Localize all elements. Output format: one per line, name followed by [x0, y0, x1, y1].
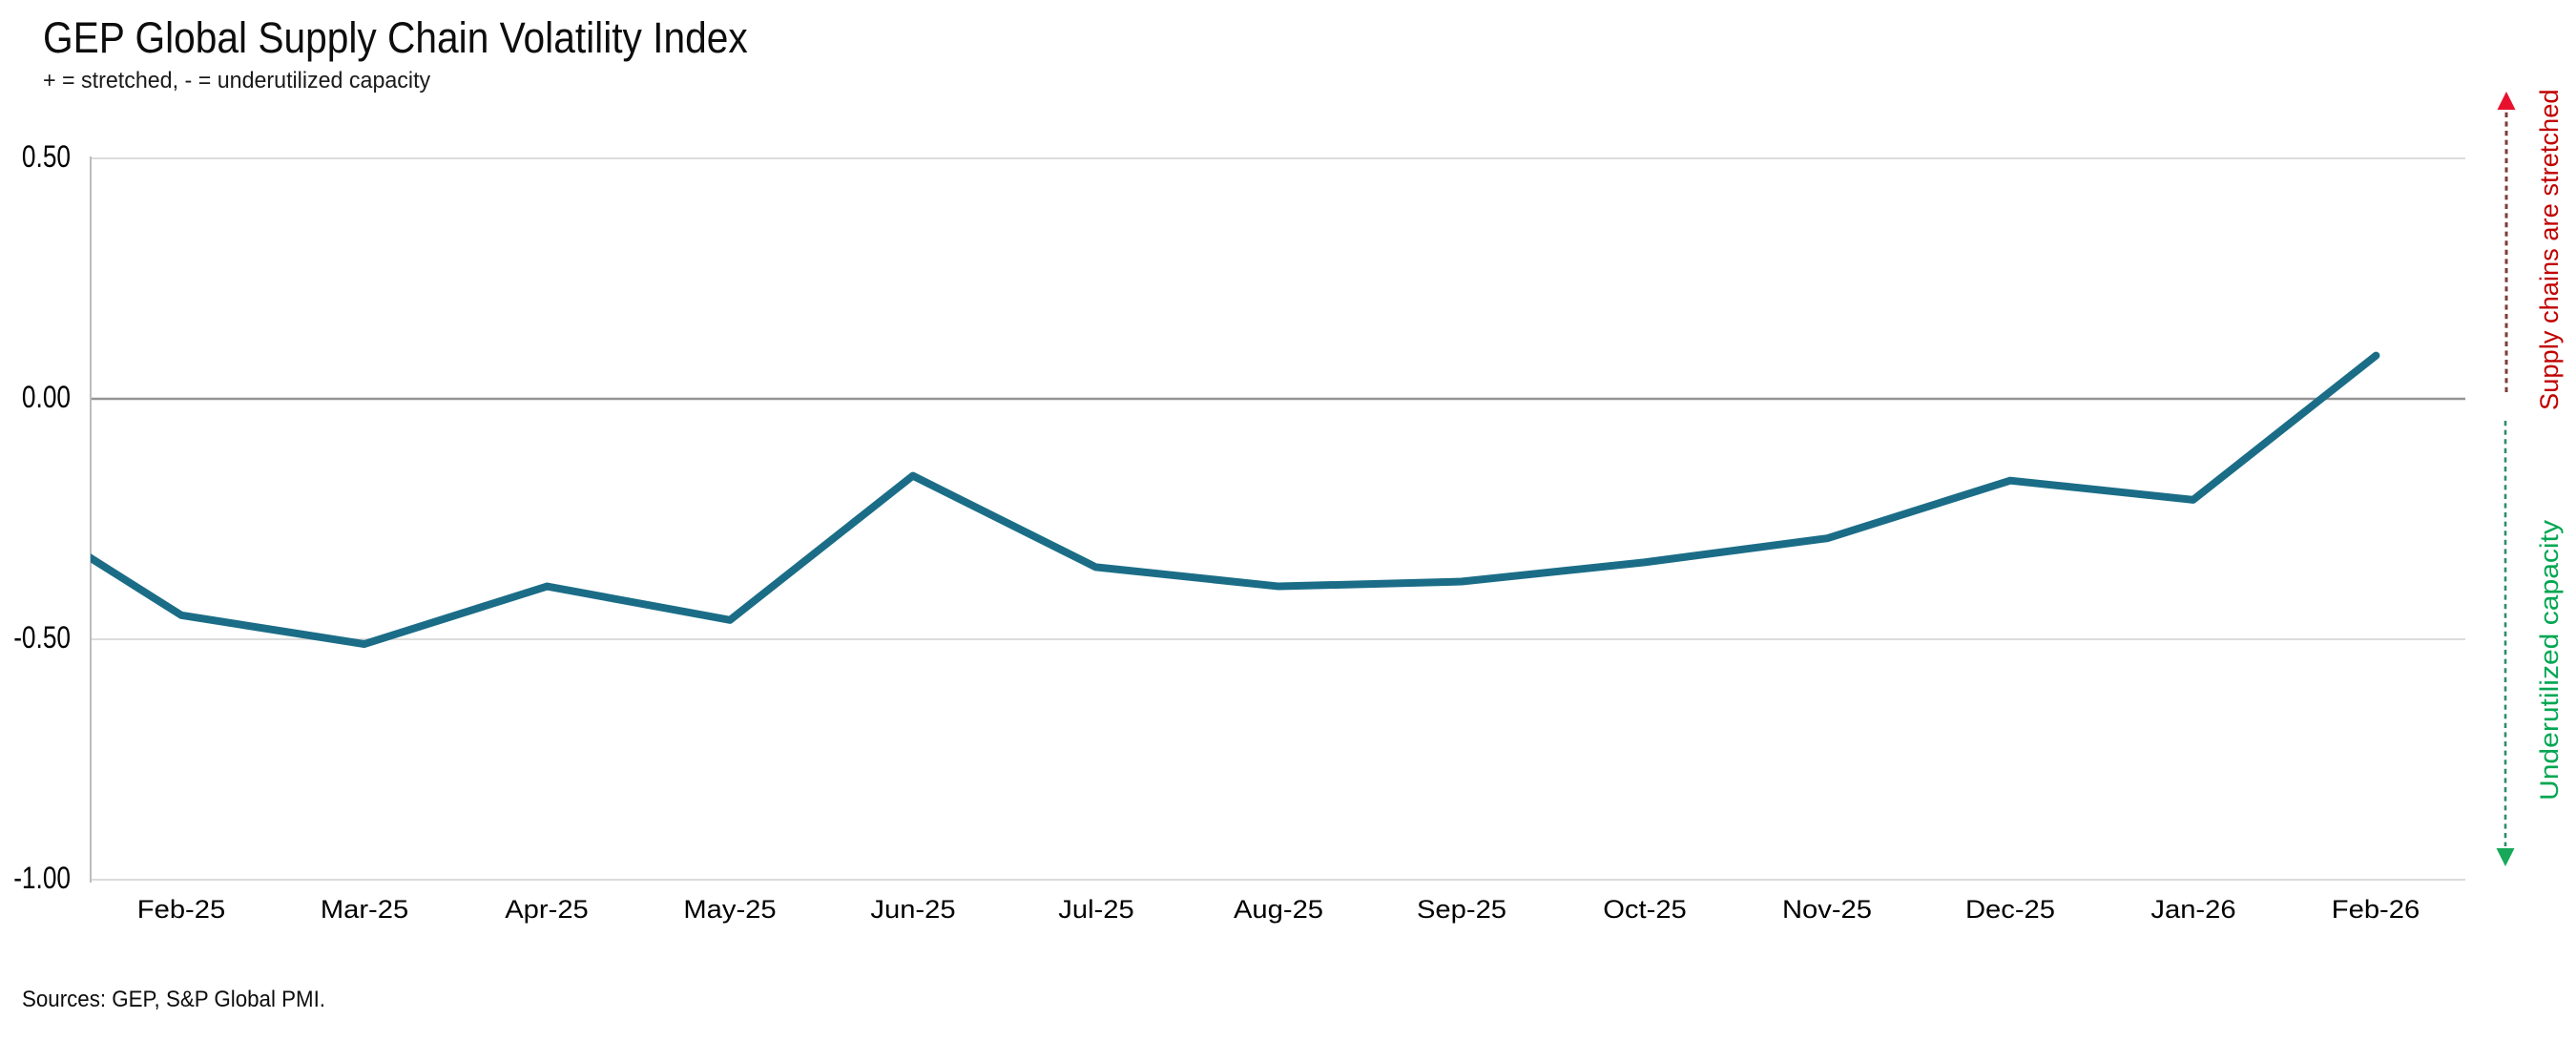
x-tick-label: Feb-25: [136, 895, 226, 924]
x-tick-label: Dec-25: [1964, 895, 2055, 924]
source-note: Sources: GEP, S&P Global PMI.: [22, 987, 326, 1012]
x-tick-label: Apr-25: [505, 895, 590, 924]
y-tick-label: -0.50: [13, 620, 71, 655]
underutilized-arrow-head: [2496, 848, 2515, 866]
x-tick-label: Aug-25: [1234, 895, 1324, 924]
x-tick-label: Jan-26: [2150, 895, 2236, 924]
y-tick-label: -1.00: [13, 861, 71, 895]
y-tick-label: 0.00: [21, 380, 71, 414]
volatility-index-line: [91, 351, 2380, 649]
chart-title: GEP Global Supply Chain Volatility Index: [43, 13, 748, 62]
annotation-underutilized-label: Underutilized capacity: [2535, 519, 2564, 801]
x-tick-label: Nov-25: [1782, 895, 1873, 924]
x-tick-label: Jun-25: [870, 895, 956, 924]
x-tick-label: Oct-25: [1602, 895, 1687, 924]
stretched-arrow-head: [2497, 92, 2516, 110]
annotation-stretched-label: Supply chains are stretched: [2535, 89, 2564, 411]
x-tick-label: Jul-25: [1057, 895, 1134, 924]
x-tick-label: Mar-25: [320, 895, 408, 924]
chart-subtitle: + = stretched, - = underutilized capacit…: [43, 68, 431, 94]
x-tick-label: Sep-25: [1416, 895, 1506, 924]
y-tick-label: 0.50: [21, 139, 71, 174]
x-tick-label: May-25: [683, 895, 777, 924]
x-tick-label: Feb-26: [2332, 895, 2420, 924]
